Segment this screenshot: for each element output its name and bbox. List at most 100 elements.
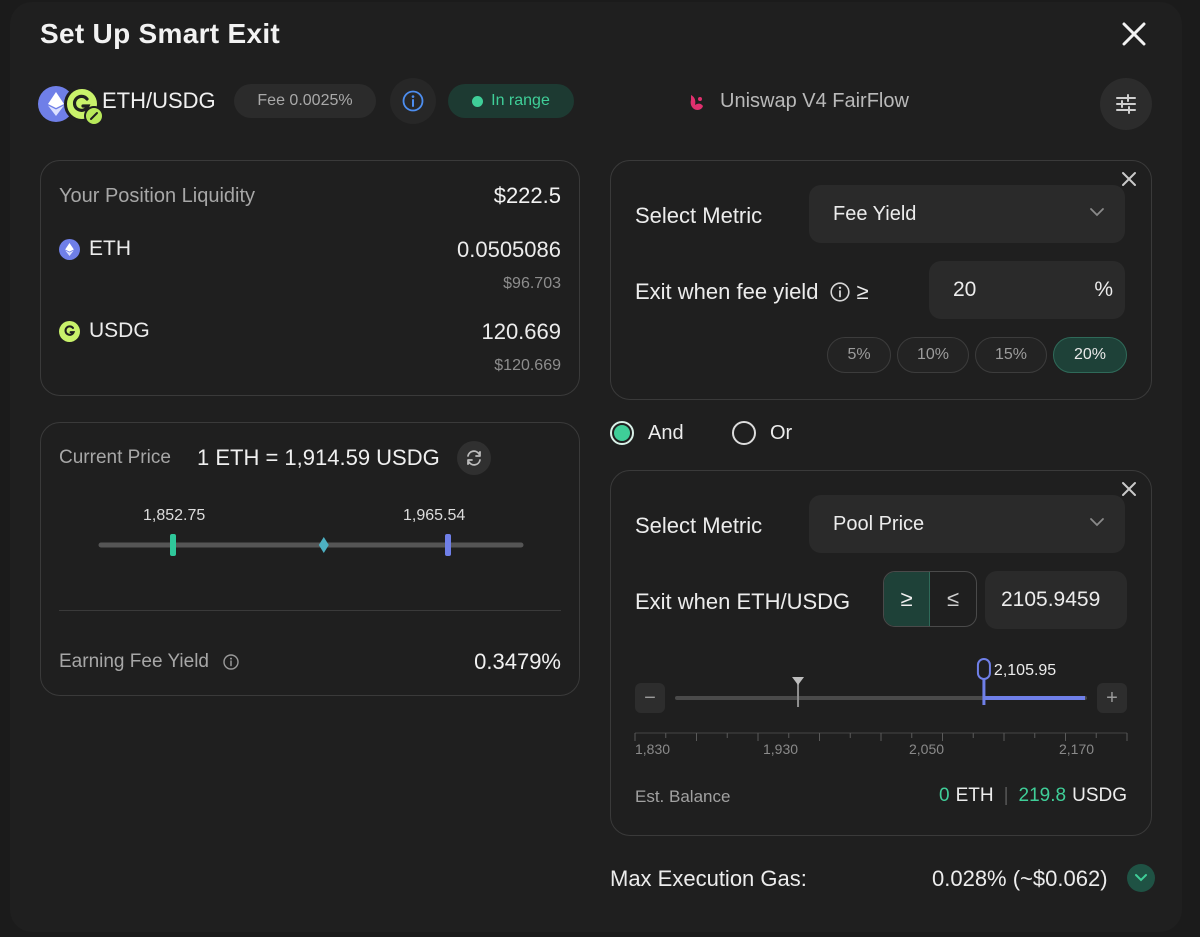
est-usdg-amount: 219.8 [1018, 785, 1067, 806]
info-button[interactable] [390, 78, 436, 124]
asset-amount: 0.0505086 [457, 237, 561, 262]
asset-row-eth: ETH [59, 237, 131, 261]
est-eth-amount: 0 [939, 785, 950, 806]
logic-and-option[interactable]: And [610, 421, 684, 445]
slider-value-label: 2,105.95 [993, 662, 1057, 679]
tick-label: 2,050 [909, 741, 945, 757]
condition-fee-yield-card: Select Metric Fee Yield Exit when fee yi… [610, 160, 1152, 400]
price-range-bar [98, 534, 524, 556]
asset-usd-value: $120.669 [494, 357, 561, 374]
preset-chip-10[interactable]: 10% [897, 337, 969, 373]
pair-token-icons [38, 84, 110, 126]
sliders-icon [1116, 94, 1136, 114]
and-label: And [648, 421, 684, 444]
range-high-label: 1,965.54 [403, 507, 466, 524]
range-high-handle [445, 534, 451, 556]
current-price-card: Current Price 1 ETH = 1,914.59 USDG 1,85… [40, 422, 580, 696]
pool-price-input[interactable]: 2105.9459 [985, 571, 1127, 629]
logic-or-option[interactable]: Or [732, 421, 792, 445]
separator: | [1003, 785, 1009, 806]
est-usdg-unit: USDG [1072, 785, 1127, 806]
est-balance-label: Est. Balance [635, 787, 731, 806]
exit-condition-label: Exit when ETH/USDG [635, 589, 851, 614]
close-icon[interactable] [1117, 477, 1141, 501]
comparator-toggle: ≥ ≤ [883, 571, 977, 627]
info-icon[interactable] [223, 654, 239, 670]
range-low-handle [170, 534, 176, 556]
chain-badge-icon [84, 106, 104, 126]
asset-symbol: USDG [89, 319, 150, 342]
exit-condition-label: Exit when fee yield ≥ [635, 279, 869, 305]
preset-chip-20[interactable]: 20% [1053, 337, 1127, 373]
info-icon [402, 90, 424, 112]
chevron-down-icon [1090, 518, 1104, 527]
usdg-token-icon [64, 86, 100, 122]
asset-amount: 120.669 [481, 319, 561, 344]
range-low-label: 1,852.75 [143, 507, 206, 524]
fee-yield-input[interactable]: 20 % [929, 261, 1125, 319]
position-label: Your Position Liquidity [59, 185, 256, 207]
modal-title: Set Up Smart Exit [40, 18, 281, 49]
swap-arrows-icon [467, 450, 481, 466]
status-text: In range [491, 92, 550, 109]
fee-badge: Fee 0.0025% [234, 84, 376, 118]
increase-button[interactable]: + [1097, 683, 1127, 713]
lte-button[interactable]: ≤ [946, 586, 960, 611]
current-price-label: Current Price [59, 447, 171, 468]
swap-price-button[interactable] [457, 441, 491, 475]
exit-condition-text: Exit when fee yield [635, 279, 819, 304]
price-slider[interactable] [611, 647, 1153, 757]
eth-icon [59, 238, 80, 260]
preset-chip-5[interactable]: 5% [827, 337, 891, 373]
or-label: Or [770, 421, 793, 444]
radio-or[interactable] [732, 421, 756, 445]
condition-pool-price-card: Select Metric Pool Price Exit when ETH/U… [610, 470, 1152, 836]
metric-selected: Fee Yield [833, 202, 917, 225]
asset-row-usdg: USDG [59, 319, 150, 343]
uniswap-logo-icon [690, 94, 703, 110]
tick-label: 2,170 [1059, 741, 1095, 757]
current-price-marker [318, 537, 329, 553]
current-price-flag [792, 677, 805, 685]
tick-label: 1,830 [635, 741, 671, 757]
gas-expand-button[interactable] [1127, 864, 1155, 892]
max-gas-value: 0.028% (~$0.062) [932, 866, 1108, 891]
current-price-value: 1 ETH = 1,914.59 USDG [197, 445, 440, 470]
protocol-label: Uniswap V4 FairFlow [686, 90, 909, 113]
select-metric-label: Select Metric [635, 513, 763, 538]
usdg-icon [59, 320, 80, 342]
preset-chip-15[interactable]: 15% [975, 337, 1047, 373]
fee-yield-unit: % [1094, 278, 1113, 301]
est-eth-unit: ETH [955, 785, 994, 806]
position-total: $222.5 [493, 183, 561, 208]
chevron-down-icon [1090, 208, 1104, 217]
asset-usd-value: $96.703 [503, 275, 561, 292]
metric-selected: Pool Price [833, 512, 925, 535]
fee-yield-value: 20 [953, 278, 977, 301]
earning-fee-yield-label: Earning Fee Yield [59, 651, 239, 673]
efy-text: Earning Fee Yield [59, 651, 209, 672]
operator-symbol: ≥ [856, 279, 869, 304]
tick-label: 1,930 [763, 741, 799, 757]
settings-button[interactable] [1100, 78, 1152, 130]
max-gas-label: Max Execution Gas: [610, 866, 807, 891]
decrease-button[interactable]: − [635, 683, 665, 713]
metric-select[interactable]: Fee Yield [809, 185, 1125, 243]
close-icon[interactable] [1118, 18, 1150, 50]
smart-exit-modal: Set Up Smart Exit ETH/USDG Fee 0.0025% I… [10, 2, 1182, 932]
close-icon[interactable] [1117, 167, 1141, 191]
info-icon[interactable] [830, 282, 851, 302]
radio-and[interactable] [610, 421, 634, 445]
asset-symbol: ETH [89, 237, 131, 260]
metric-select[interactable]: Pool Price [809, 495, 1125, 553]
value-handle-knob [976, 658, 991, 680]
protocol-name: Uniswap V4 FairFlow [720, 90, 909, 112]
pair-name: ETH/USDG [102, 88, 216, 113]
pool-price-value: 2105.9459 [1001, 588, 1101, 611]
status-dot [472, 95, 484, 107]
gte-button[interactable]: ≥ [884, 572, 931, 626]
chevron-down-icon [1135, 874, 1147, 882]
position-liquidity-card: Your Position Liquidity $222.5 ETH 0.050… [40, 160, 580, 396]
earning-fee-yield-value: 0.3479% [474, 649, 561, 674]
in-range-badge: In range [448, 84, 574, 118]
